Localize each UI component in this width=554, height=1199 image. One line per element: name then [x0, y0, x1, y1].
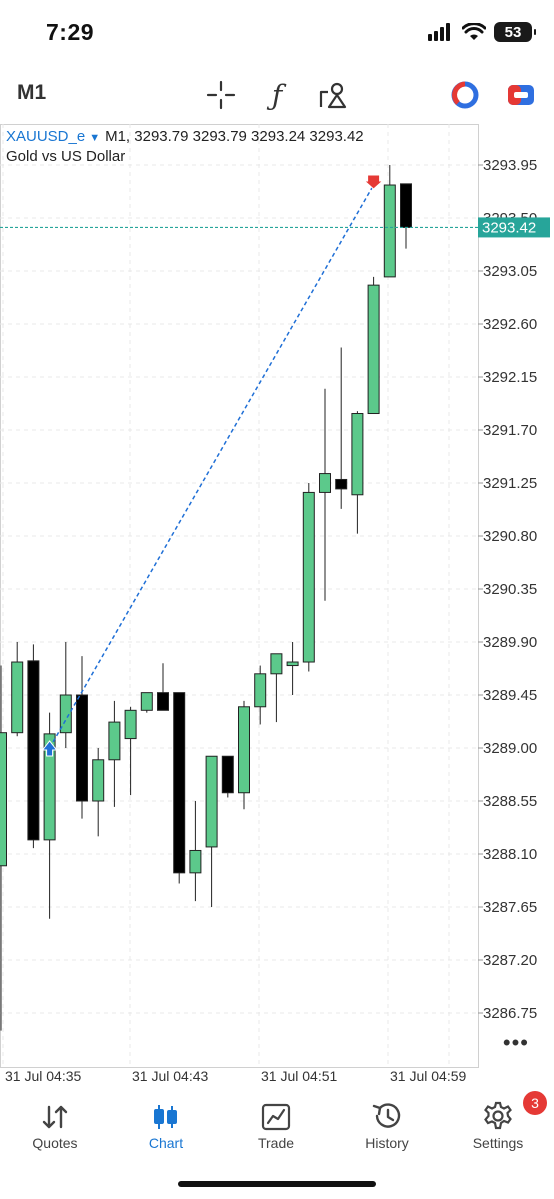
- bullish-candle: [367, 284, 380, 415]
- bullish-candle: [205, 755, 218, 848]
- bearish-candle: [173, 692, 186, 874]
- indicators-button[interactable]: ƒ: [260, 78, 294, 112]
- chart-candles-icon: [154, 1105, 177, 1129]
- objects-button[interactable]: [316, 78, 350, 112]
- y-tick-label: 3286.75: [483, 1005, 537, 1022]
- wifi-icon: [462, 23, 486, 40]
- y-tick-label: 3292.15: [483, 369, 537, 386]
- cellular-signal-icon: [428, 23, 450, 41]
- y-tick-label: 3292.60: [483, 316, 537, 333]
- y-tick-label: 3288.10: [483, 846, 537, 863]
- bullish-candle: [319, 473, 331, 493]
- crosshair-button[interactable]: [204, 78, 238, 112]
- y-tick-label: 3287.20: [483, 952, 537, 969]
- tab-quotes[interactable]: Quotes: [0, 1095, 110, 1155]
- bullish-candle: [286, 661, 299, 667]
- trade-icon: [261, 1103, 291, 1131]
- y-tick-label: 3293.05: [483, 263, 537, 280]
- quotes-icon: [42, 1105, 68, 1129]
- bullish-candle: [302, 491, 315, 663]
- tab-label: Quotes: [32, 1135, 78, 1151]
- one-click-trading-button[interactable]: [448, 78, 482, 112]
- chart-toolbar: M1 ƒ: [0, 70, 554, 120]
- tab-label: History: [365, 1135, 409, 1151]
- bullish-candle: [189, 849, 202, 874]
- one-click-trading-icon: [451, 81, 479, 109]
- x-tick-label: 31 Jul 04:43: [132, 1068, 209, 1084]
- bullish-candle: [351, 413, 364, 496]
- bullish-candle: [11, 661, 24, 734]
- tab-chart[interactable]: Chart: [111, 1095, 221, 1155]
- trade-history-line: [48, 184, 375, 749]
- more-options-icon[interactable]: •••: [502, 1030, 529, 1055]
- y-tick-label: 3293.95: [483, 157, 537, 174]
- symbol-description: Gold vs US Dollar: [6, 148, 126, 165]
- trade-panel-button[interactable]: [504, 78, 538, 112]
- bullish-candle: [238, 706, 250, 794]
- function-icon: ƒ: [271, 78, 283, 112]
- y-tick-label: 3291.25: [483, 475, 537, 492]
- notification-badge: 3: [523, 1091, 547, 1115]
- chart-area[interactable]: 3293.953293.503293.053292.603292.153291.…: [0, 124, 554, 1068]
- status-bar: 7:29 53: [0, 0, 554, 62]
- bullish-candle: [43, 733, 56, 841]
- gear-icon: [484, 1101, 512, 1130]
- objects-icon: [319, 82, 347, 109]
- bearish-candle: [335, 478, 348, 490]
- bullish-candle: [59, 694, 72, 734]
- tab-label: Chart: [148, 1135, 184, 1151]
- home-indicator: [178, 1181, 376, 1187]
- bullish-candle: [270, 653, 283, 675]
- y-tick-label: 3290.35: [483, 581, 537, 598]
- history-icon: [372, 1103, 401, 1128]
- bullish-candle: [254, 673, 267, 708]
- symbol-header: XAUUSD_e ▼ M1, 3293.79 3293.79 3293.24 329…: [6, 128, 364, 145]
- status-icons: 53: [428, 22, 536, 42]
- bottom-tab-bar: Quotes Chart Trade: [0, 1091, 554, 1165]
- plot-border: [0, 124, 479, 1068]
- current-price-tag: [478, 217, 550, 238]
- bullish-candle: [0, 732, 7, 867]
- battery-icon: 53: [494, 22, 536, 42]
- x-tick-label: 31 Jul 04:59: [390, 1068, 467, 1084]
- y-tick-label: 3291.70: [483, 422, 537, 439]
- bearish-candle: [157, 692, 169, 711]
- bullish-candle: [92, 759, 105, 802]
- crosshair-icon: [206, 80, 236, 110]
- bullish-candle: [140, 692, 153, 711]
- bearish-candle: [221, 755, 234, 794]
- bullish-candle: [108, 721, 121, 761]
- bearish-candle: [76, 694, 88, 802]
- buy-arrow-icon: [41, 740, 58, 757]
- y-tick-label: 3289.00: [483, 740, 537, 757]
- time-axis: 31 Jul 04:35 31 Jul 04:43 31 Jul 04:51 3…: [0, 1068, 554, 1090]
- timeframe-button[interactable]: M1: [17, 81, 47, 104]
- tab-history[interactable]: History: [332, 1095, 442, 1155]
- trade-panel-icon: [508, 85, 534, 105]
- bullish-candle: [383, 184, 396, 278]
- candlestick-chart[interactable]: 3293.953293.503293.053292.603292.153291.…: [0, 124, 554, 1068]
- bullish-candle: [124, 709, 137, 740]
- y-tick-label: 3290.80: [483, 528, 537, 545]
- tab-trade[interactable]: Trade: [221, 1095, 331, 1155]
- tab-settings[interactable]: Settings 3: [443, 1091, 553, 1155]
- y-tick-label: 3289.45: [483, 687, 537, 704]
- tab-label: Settings: [472, 1135, 524, 1151]
- status-time: 7:29: [46, 19, 95, 45]
- y-tick-label: 3288.55: [483, 793, 537, 810]
- x-tick-label: 31 Jul 04:35: [5, 1068, 82, 1084]
- y-tick-label: 3287.65: [483, 899, 537, 916]
- bearish-candle: [400, 183, 412, 228]
- ohlc-values: M1, 3293.79 3293.79 3293.24 3293.42: [105, 128, 364, 145]
- current-price-label: 3293.42: [482, 219, 536, 236]
- symbol-name[interactable]: XAUUSD_e: [6, 128, 86, 145]
- symbol-dropdown-icon[interactable]: ▼: [89, 132, 101, 144]
- tab-label: Trade: [257, 1135, 295, 1151]
- bearish-candle: [27, 660, 40, 841]
- sell-arrow-icon: [363, 174, 384, 190]
- x-tick-label: 31 Jul 04:51: [261, 1068, 338, 1084]
- y-tick-label: 3289.90: [483, 634, 537, 651]
